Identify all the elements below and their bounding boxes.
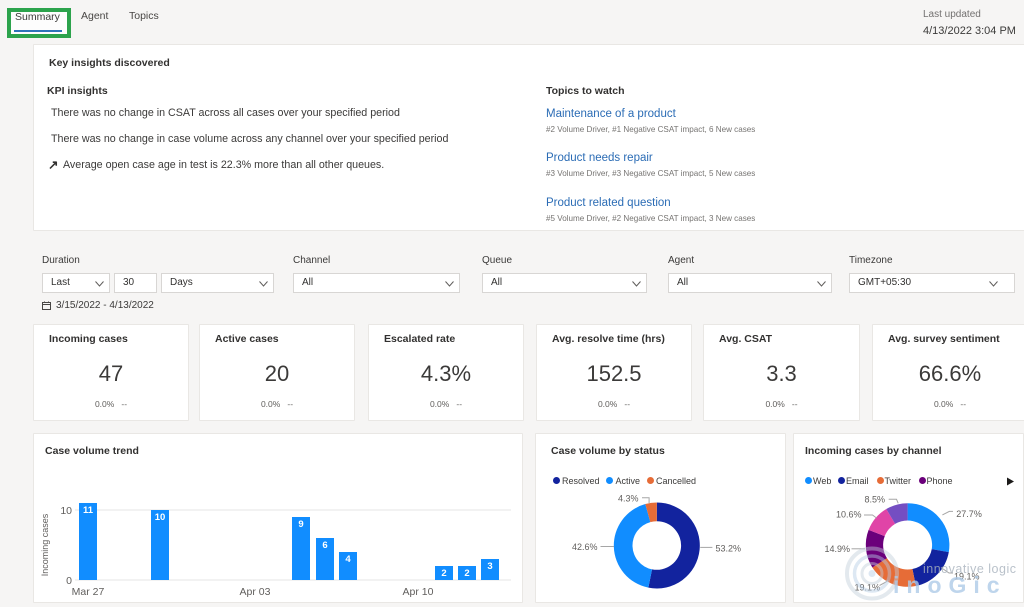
svg-text:8.5%: 8.5% bbox=[864, 495, 885, 505]
svg-text:11: 11 bbox=[83, 505, 94, 516]
svg-text:4.3%: 4.3% bbox=[618, 494, 639, 504]
svg-text:10.6%: 10.6% bbox=[836, 510, 862, 520]
svg-text:9: 9 bbox=[298, 519, 303, 530]
svg-text:27.7%: 27.7% bbox=[956, 509, 982, 519]
svg-text:42.6%: 42.6% bbox=[572, 542, 598, 552]
svg-text:2: 2 bbox=[441, 568, 446, 579]
svg-text:19.1%: 19.1% bbox=[854, 583, 880, 593]
svg-text:3: 3 bbox=[487, 561, 492, 572]
svg-text:Apr 03: Apr 03 bbox=[240, 586, 271, 598]
svg-text:10: 10 bbox=[60, 505, 72, 517]
svg-text:Apr 10: Apr 10 bbox=[403, 586, 434, 598]
svg-text:53.2%: 53.2% bbox=[716, 544, 742, 554]
svg-text:6: 6 bbox=[322, 540, 327, 551]
svg-text:19.1%: 19.1% bbox=[954, 572, 980, 582]
svg-text:inoGic: inoGic bbox=[893, 572, 1007, 598]
svg-text:0: 0 bbox=[66, 575, 72, 587]
svg-text:14.9%: 14.9% bbox=[824, 544, 850, 554]
svg-text:2: 2 bbox=[464, 568, 469, 579]
svg-text:4: 4 bbox=[345, 554, 351, 565]
svg-text:Incoming cases: Incoming cases bbox=[40, 513, 50, 576]
svg-text:10: 10 bbox=[155, 512, 166, 523]
svg-text:Mar 27: Mar 27 bbox=[72, 586, 105, 598]
svg-text:innovative logic: innovative logic bbox=[923, 562, 1016, 576]
